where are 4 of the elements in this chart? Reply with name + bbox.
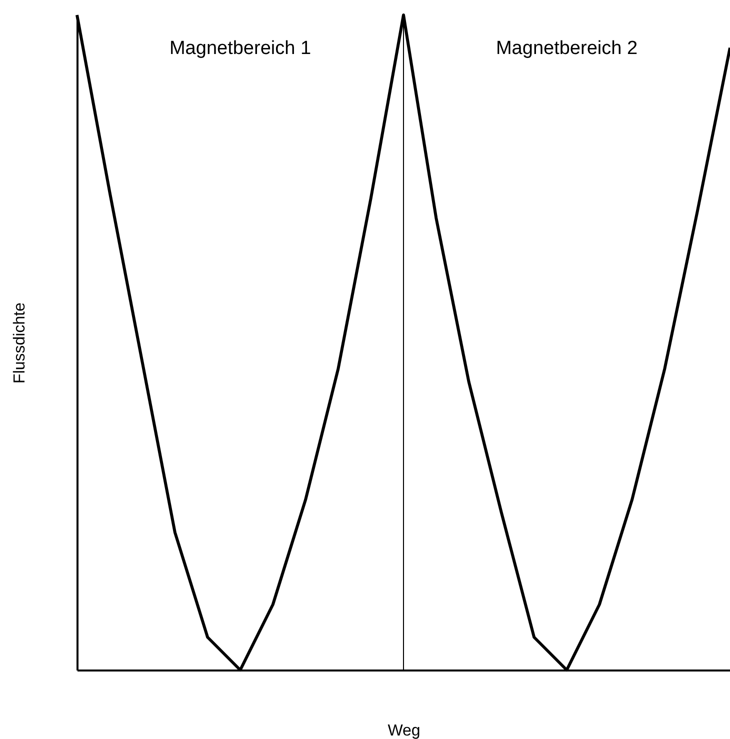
x-axis-title: Weg	[388, 722, 420, 739]
y-axis-title: Flussdichte	[12, 302, 28, 384]
annotation: Magnetbereich 2	[496, 38, 638, 59]
annotation: Magnetbereich 1	[169, 38, 312, 59]
